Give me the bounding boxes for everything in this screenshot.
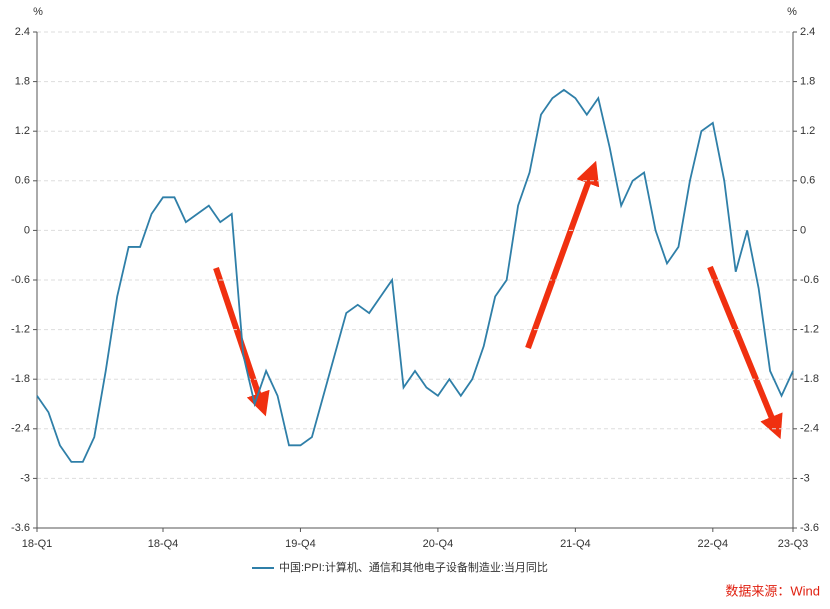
y-tick-label: -0.6 — [11, 274, 30, 286]
y-tick-label: 0 — [24, 224, 30, 236]
x-tick-label: 18-Q1 — [22, 538, 53, 550]
y2-unit: % — [787, 6, 797, 18]
y-tick-label: 0.6 — [15, 175, 30, 187]
y-tick-label: -3 — [20, 472, 30, 484]
y2-tick-label: 1.2 — [800, 125, 815, 137]
y2-tick-label: -1.8 — [800, 373, 819, 385]
y2-tick-label: -2.4 — [800, 423, 819, 435]
x-tick-label: 23-Q3 — [778, 538, 809, 550]
x-tick-label: 20-Q4 — [423, 538, 454, 550]
legend-label: 中国:PPI:计算机、通信和其他电子设备制造业:当月同比 — [279, 560, 548, 574]
y2-tick-label: 0.6 — [800, 175, 815, 187]
y2-tick-label: 1.8 — [800, 76, 815, 88]
source: 数据来源：Wind — [725, 583, 820, 598]
y2-tick-label: 2.4 — [800, 26, 815, 38]
y2-tick-label: 0 — [800, 224, 806, 236]
y-tick-label: 1.2 — [15, 125, 30, 137]
x-tick-label: 19-Q4 — [285, 538, 316, 550]
y-tick-label: -1.8 — [11, 373, 30, 385]
x-tick-label: 18-Q4 — [148, 538, 179, 550]
y-unit: % — [33, 6, 43, 18]
y2-tick-label: -0.6 — [800, 274, 819, 286]
y-tick-label: 1.8 — [15, 76, 30, 88]
y-tick-label: -2.4 — [11, 423, 30, 435]
arrow — [707, 265, 783, 440]
arrow — [213, 267, 270, 417]
y-tick-label: 2.4 — [15, 26, 30, 38]
x-tick-label: 22-Q4 — [698, 538, 729, 550]
y2-tick-label: -3.6 — [800, 522, 819, 534]
y-tick-label: -3.6 — [11, 522, 30, 534]
arrow — [525, 160, 600, 350]
y2-tick-label: -3 — [800, 472, 810, 484]
y-tick-label: -1.2 — [11, 324, 30, 336]
line-series — [36, 88, 794, 463]
y2-tick-label: -1.2 — [800, 324, 819, 336]
x-tick-label: 21-Q4 — [560, 538, 591, 550]
